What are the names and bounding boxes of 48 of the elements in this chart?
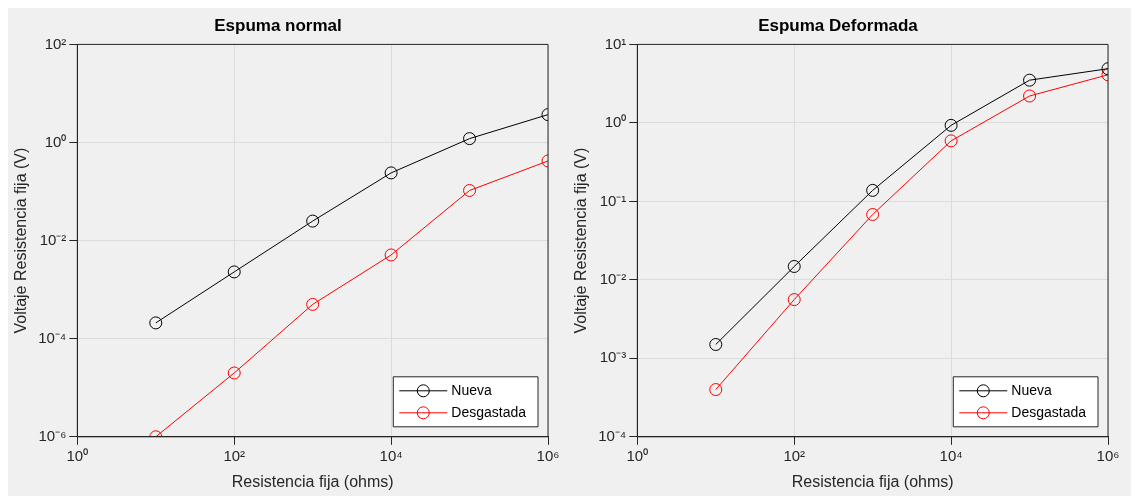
point xyxy=(709,338,723,351)
y-tick-label: 10⁻² xyxy=(599,269,627,287)
y-tick-label: 10⁻¹ xyxy=(599,191,627,209)
point xyxy=(384,166,398,180)
legend-label: Nueva xyxy=(1011,381,1052,398)
point xyxy=(709,383,723,397)
x-axis-title: Resistencia fija (ohms) xyxy=(231,472,394,490)
x-tick-label: 10⁴ xyxy=(939,446,963,464)
legend-label: Desgastada xyxy=(451,403,527,420)
legend-label: Desgastada xyxy=(1011,403,1087,420)
point xyxy=(866,183,880,197)
y-tick-label: 10⁻⁶ xyxy=(38,426,67,444)
point xyxy=(227,265,241,279)
point xyxy=(463,184,477,198)
point xyxy=(149,316,163,330)
x-tick-label: 10² xyxy=(223,446,246,464)
chart-title: Espuma normal xyxy=(214,15,342,35)
x-tick-label: 10⁰ xyxy=(626,446,649,464)
point xyxy=(306,214,320,228)
point xyxy=(787,293,801,307)
y-tick-label: 10⁻³ xyxy=(599,348,627,366)
point xyxy=(384,248,398,262)
point xyxy=(306,297,320,311)
x-tick-label: 10⁴ xyxy=(379,446,403,464)
point xyxy=(463,132,477,146)
y-tick-label: 10⁻⁴ xyxy=(598,426,627,444)
y-tick-label: 10⁻² xyxy=(39,230,67,248)
y-tick-label: 10¹ xyxy=(604,34,627,52)
x-tick-label: 10⁶ xyxy=(1096,446,1120,464)
y-tick-label: 10⁻⁴ xyxy=(38,328,67,346)
point xyxy=(944,118,958,132)
legend-label: Nueva xyxy=(451,381,492,398)
y-tick-label: 10⁰ xyxy=(44,132,67,150)
chart-title: Espuma Deformada xyxy=(758,15,919,35)
point xyxy=(944,134,958,148)
x-axis-title: Resistencia fija (ohms) xyxy=(791,472,954,490)
point xyxy=(1023,73,1037,87)
point xyxy=(787,259,801,273)
y-axis-title: Voltaje Resistencia fija (V) xyxy=(572,147,590,334)
point xyxy=(866,208,880,222)
point xyxy=(1023,89,1037,103)
x-tick-label: 10⁶ xyxy=(536,446,560,464)
y-tick-label: 10² xyxy=(44,34,67,52)
x-tick-label: 10² xyxy=(783,446,806,464)
point xyxy=(227,366,241,380)
y-axis-title: Voltaje Resistencia fija (V) xyxy=(12,147,30,334)
x-tick-label: 10⁰ xyxy=(66,446,89,464)
y-tick-label: 10⁰ xyxy=(604,113,627,131)
